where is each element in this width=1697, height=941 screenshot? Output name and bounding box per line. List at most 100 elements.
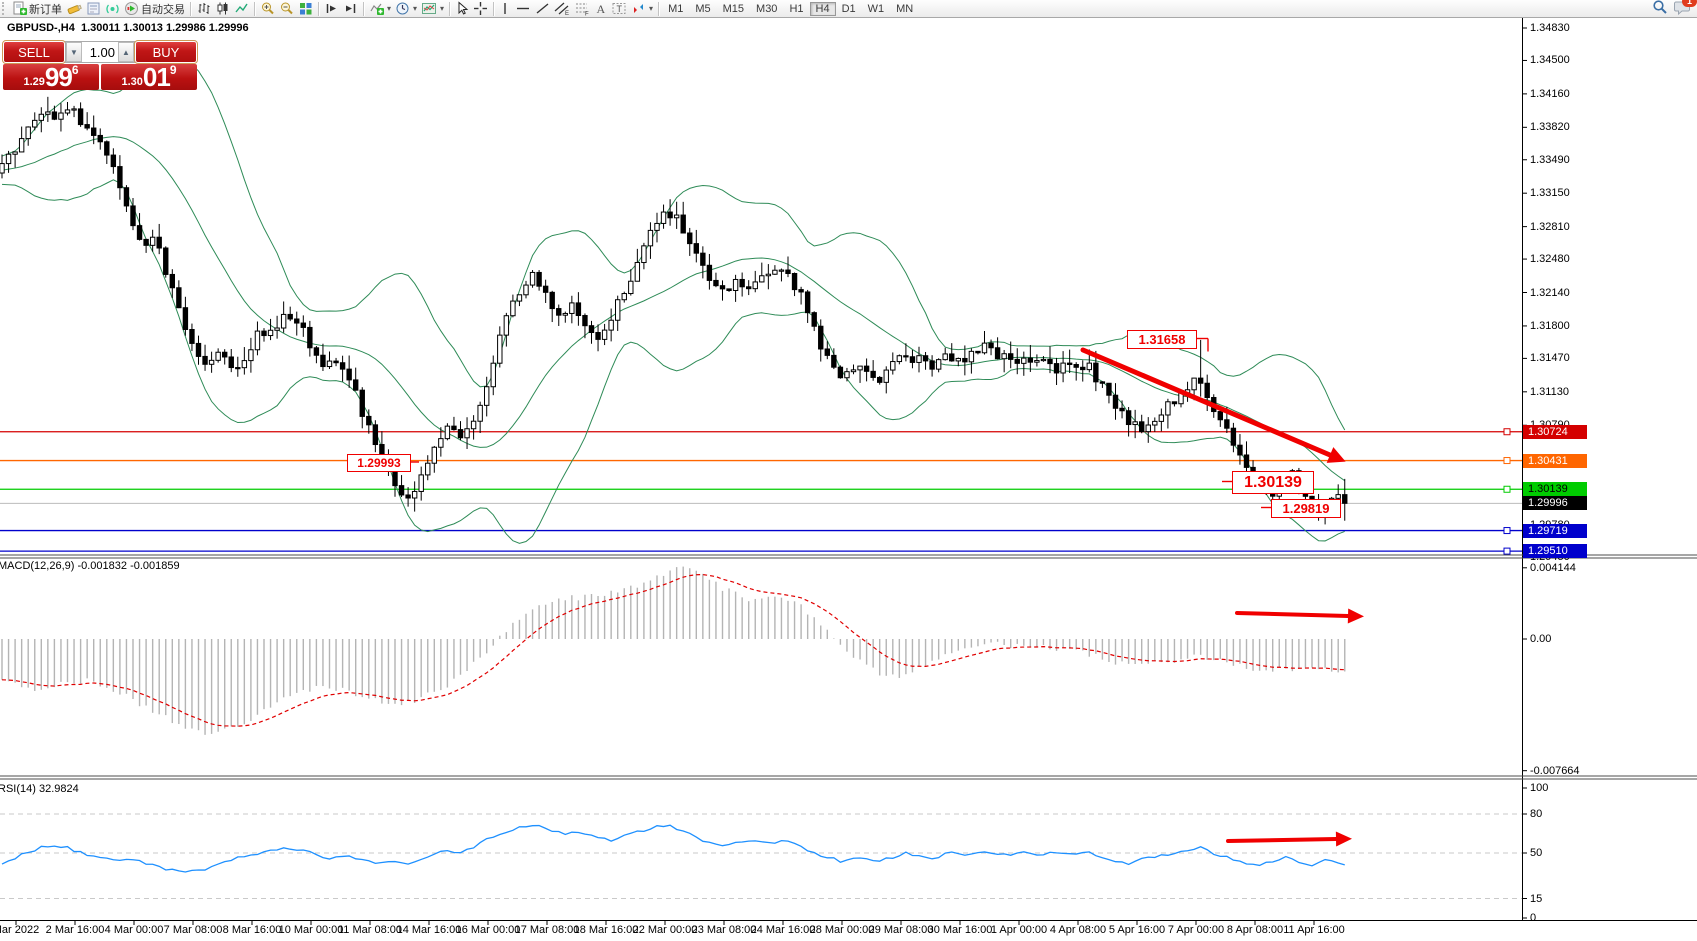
templates-button[interactable]: ▾ xyxy=(419,1,446,17)
bar-chart-button[interactable] xyxy=(194,1,213,17)
text-label-tool-button[interactable]: T xyxy=(609,1,629,17)
timeframe-button-M5[interactable]: M5 xyxy=(695,2,711,15)
text-tool-button[interactable]: A xyxy=(592,1,609,17)
templates-icon xyxy=(421,1,437,16)
sell-price-point: 6 xyxy=(71,63,79,77)
volume-stepper: ▼ ▲ xyxy=(65,41,135,63)
date-tick-label: 2 Mar 16:00 xyxy=(45,924,105,936)
sell-price-display[interactable]: 1.29 99 6 xyxy=(3,64,99,90)
level-price-badge: 1.29719 xyxy=(1523,523,1587,538)
symbol-ohlc-readout: GBPUSD-,H4 1.30011 1.30013 1.29986 1.299… xyxy=(7,22,249,34)
arrows-tool-button[interactable]: ▾ xyxy=(629,1,655,17)
sell-price-pips: 99 xyxy=(44,62,73,92)
macd-axis-label: 0.004144 xyxy=(1530,561,1576,574)
date-tick-label: 8 Mar 16:00 xyxy=(222,924,282,936)
price-tick-label: 1.31470 xyxy=(1530,352,1570,365)
timeframe-button-W1[interactable]: W1 xyxy=(867,2,885,15)
auto-trading-button[interactable]: 自动交易 xyxy=(122,1,187,17)
tile-windows-button[interactable] xyxy=(296,1,315,17)
price-tick-label: 1.31800 xyxy=(1530,319,1570,332)
price-annotation[interactable]: 1.29993 xyxy=(347,454,411,472)
price-annotation[interactable]: 1.30139 xyxy=(1232,471,1314,494)
indicators-button[interactable]: ▾ xyxy=(367,1,393,17)
timeframe-button-H4[interactable]: H4 xyxy=(809,1,836,16)
indicators-icon xyxy=(369,1,384,16)
zoom-out-button[interactable] xyxy=(277,1,296,17)
chat-bubble-icon xyxy=(1674,1,1691,18)
market-depth-button[interactable] xyxy=(84,1,103,17)
price-annotation[interactable]: 1.29819 xyxy=(1271,499,1341,518)
date-tick-label: 10 Mar 00:00 xyxy=(278,924,344,936)
new-order-label: 新订单 xyxy=(29,3,62,16)
buy-price-display[interactable]: 1.30 01 9 xyxy=(101,64,197,90)
date-tick-label: 7 Mar 08:00 xyxy=(163,924,223,936)
timeframe-button-M30[interactable]: M30 xyxy=(756,2,778,15)
periods-button[interactable]: ▾ xyxy=(393,1,419,17)
zoom-in-button[interactable] xyxy=(258,1,277,17)
rsi-axis-label: 80 xyxy=(1530,808,1543,820)
line-chart-icon xyxy=(234,1,249,16)
price-tick-label: 1.32480 xyxy=(1530,253,1570,266)
volume-input[interactable] xyxy=(82,42,118,62)
fibonacci-tool-button[interactable]: F xyxy=(572,1,592,17)
date-tick-label: 28 Mar 00:00 xyxy=(809,924,875,936)
buy-button[interactable]: BUY xyxy=(134,40,198,64)
timeframe-button-D1[interactable]: D1 xyxy=(841,2,856,15)
timeframe-button-M15[interactable]: M15 xyxy=(722,2,745,15)
macd-axis-label: -0.007664 xyxy=(1530,764,1580,777)
price-tick-label: 1.34160 xyxy=(1530,87,1570,100)
date-tick-label: 29 Mar 08:00 xyxy=(868,924,934,936)
timeframe-button-H1[interactable]: H1 xyxy=(789,2,804,15)
zoom-out-icon xyxy=(279,1,294,16)
notifications-button[interactable]: 1 xyxy=(1674,0,1697,18)
level-price-badge: 1.30139 xyxy=(1523,482,1587,497)
main-toolbar: 新订单 自动交易 ▾ ▾ xyxy=(0,0,1697,18)
date-tick-label: 1 Apr 00:00 xyxy=(990,924,1048,936)
highlighter-button[interactable] xyxy=(64,1,84,17)
timeframe-button-MN[interactable]: MN xyxy=(896,2,914,15)
search-icon[interactable] xyxy=(1652,0,1668,18)
crosshair-tool-button[interactable] xyxy=(471,1,490,17)
sell-price-base: 1.29 xyxy=(23,76,45,88)
notification-badge: 1 xyxy=(1682,0,1697,7)
level-price-badge: 1.30431 xyxy=(1523,453,1587,468)
vertical-line-tool-button[interactable] xyxy=(497,1,513,17)
candlestick-chart-icon xyxy=(215,1,230,16)
price-tick-label: 1.32140 xyxy=(1530,286,1570,299)
price-tick-label: 1.33150 xyxy=(1530,187,1570,200)
dropdown-caret-icon: ▾ xyxy=(387,4,392,13)
timeframe-button-M1[interactable]: M1 xyxy=(668,2,684,15)
auto-scroll-icon xyxy=(324,1,339,16)
text-label-icon: T xyxy=(611,1,627,16)
rsi-axis-label: 100 xyxy=(1530,782,1549,794)
line-chart-button[interactable] xyxy=(232,1,251,17)
date-tick-label: 30 Mar 16:00 xyxy=(927,924,993,936)
fibonacci-icon: F xyxy=(574,1,590,16)
volume-decrease-button[interactable]: ▼ xyxy=(66,42,82,62)
price-tick-label: 1.31130 xyxy=(1530,385,1569,398)
price-annotation[interactable]: 1.31658 xyxy=(1127,330,1197,349)
channel-tool-button[interactable]: E xyxy=(552,1,572,17)
level-price-badge: 1.30724 xyxy=(1523,424,1587,439)
arrows-icon xyxy=(631,1,646,16)
chart-shift-button[interactable] xyxy=(341,1,360,17)
trendline-tool-button[interactable] xyxy=(533,1,552,17)
sell-button[interactable]: SELL xyxy=(2,40,66,64)
chart-shift-icon xyxy=(343,1,358,16)
signals-button[interactable] xyxy=(103,1,122,17)
new-order-button[interactable]: 新订单 xyxy=(10,1,64,17)
auto-scroll-button[interactable] xyxy=(322,1,341,17)
rsi-axis-label: 50 xyxy=(1530,847,1543,859)
toolbar-separator xyxy=(190,1,191,16)
toolbar-grip[interactable] xyxy=(2,2,7,15)
cursor-tool-button[interactable] xyxy=(453,1,471,17)
cursor-icon xyxy=(455,1,469,16)
volume-increase-button[interactable]: ▲ xyxy=(118,42,134,62)
market-depth-icon xyxy=(86,1,101,16)
buy-price-base: 1.30 xyxy=(121,76,143,88)
vertical-line-icon xyxy=(499,1,511,16)
horizontal-line-tool-button[interactable] xyxy=(513,1,533,17)
candlestick-chart-button[interactable] xyxy=(213,1,232,17)
price-tick-label: 1.33490 xyxy=(1530,153,1570,166)
